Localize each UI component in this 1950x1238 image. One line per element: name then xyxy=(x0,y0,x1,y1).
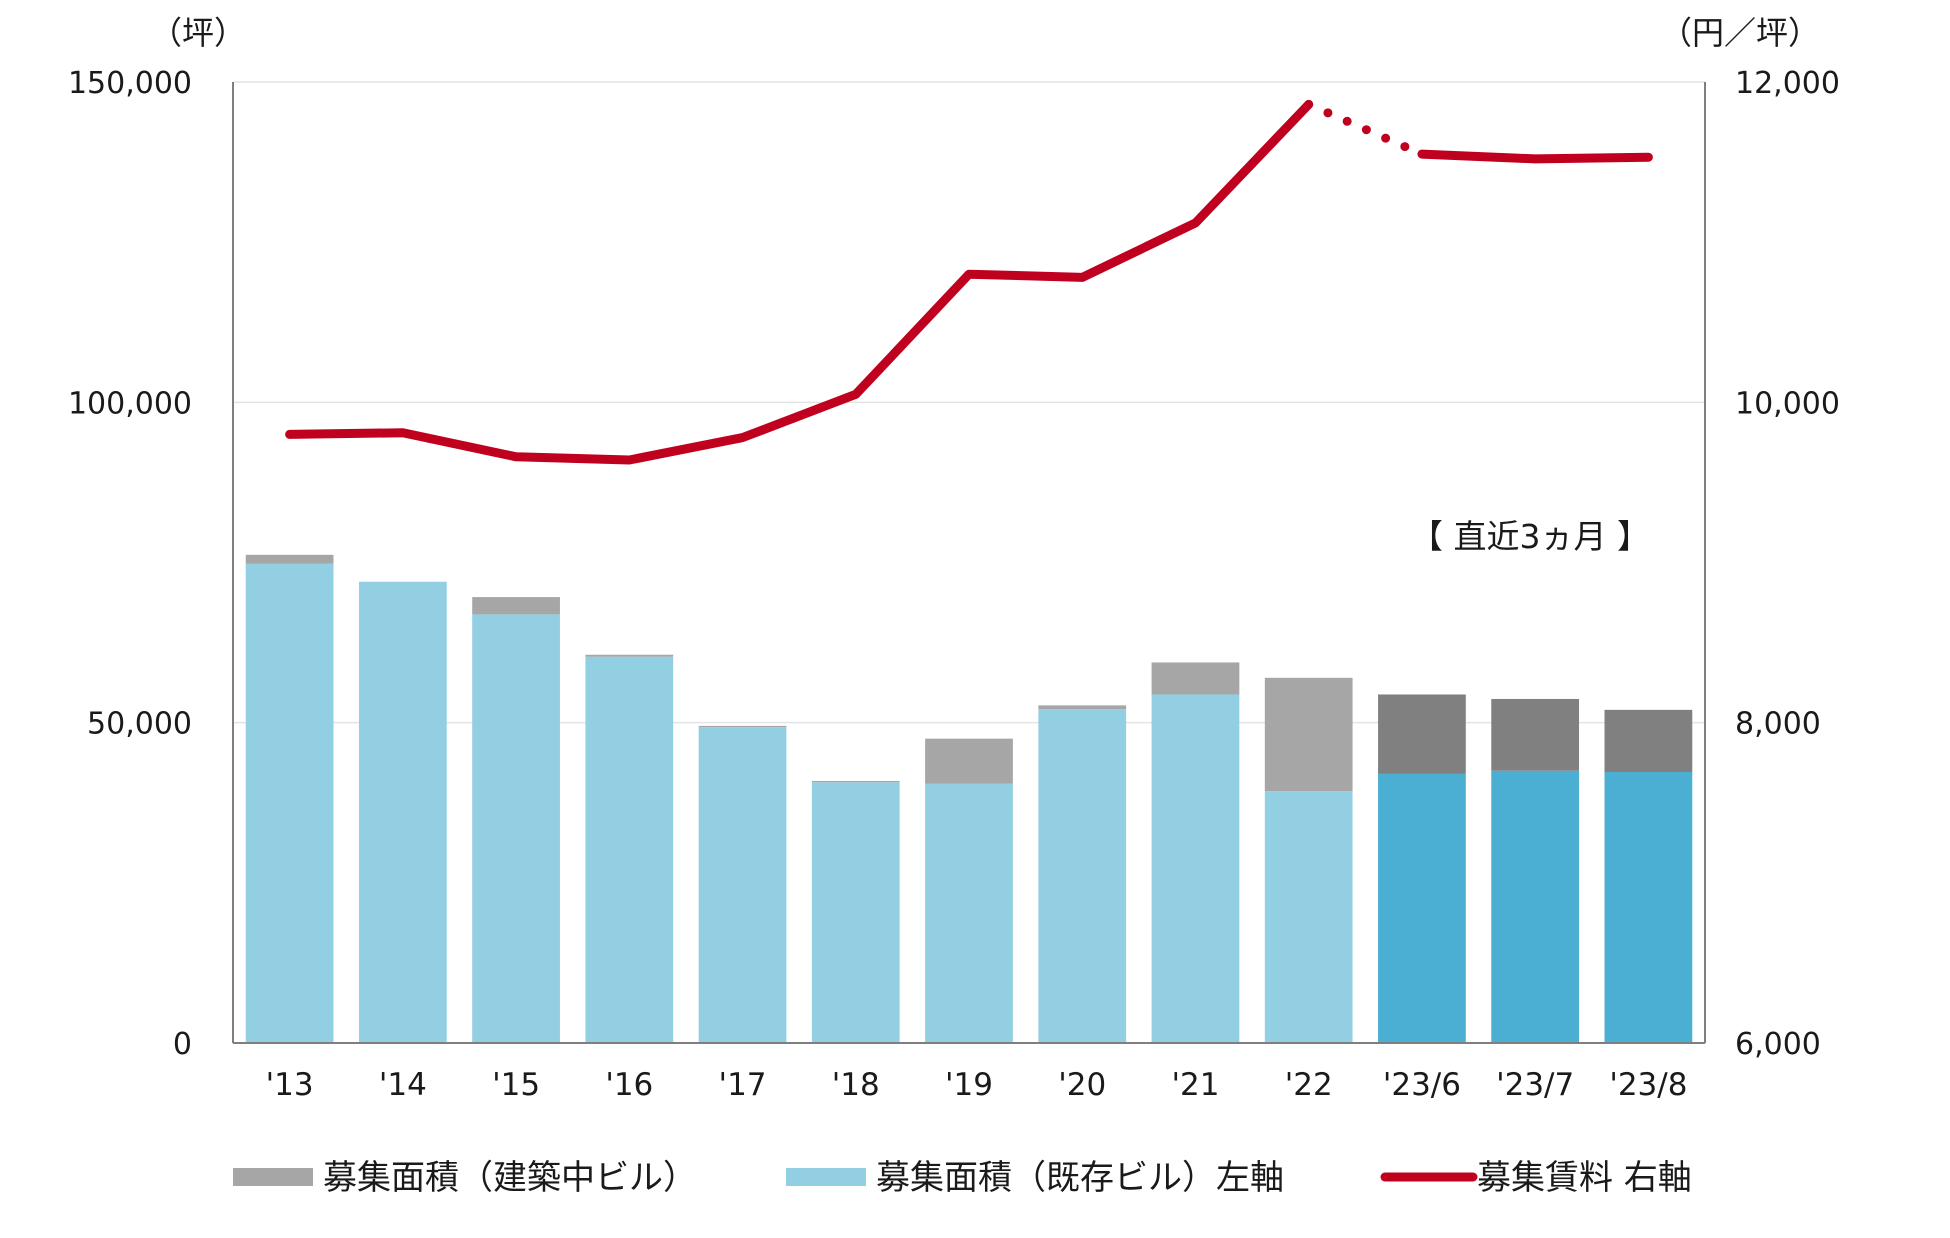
x-tick-label: '16 xyxy=(605,1067,653,1103)
right-tick-label: 10,000 xyxy=(1735,386,1840,421)
bar-existing xyxy=(925,783,1013,1043)
x-tick-label: '20 xyxy=(1058,1067,1106,1103)
left-tick-label: 150,000 xyxy=(68,66,192,101)
x-tick-label: '23/6 xyxy=(1383,1067,1461,1103)
x-tick-label: '13 xyxy=(266,1067,314,1103)
right-tick-label: 12,000 xyxy=(1735,66,1840,101)
bar-construction xyxy=(698,725,787,728)
bar-existing xyxy=(245,563,334,1043)
bar-construction xyxy=(1378,694,1466,774)
bar-existing xyxy=(698,727,787,1043)
x-tick-label: '18 xyxy=(832,1067,880,1103)
x-tick-label: '23/7 xyxy=(1496,1067,1574,1103)
bar-existing xyxy=(1151,694,1240,1043)
rent-line-dotted xyxy=(1304,99,1427,159)
bar-existing xyxy=(358,581,447,1043)
legend: 募集面積（建築中ビル） 募集面積（既存ビル）左軸 募集賃料 右軸 xyxy=(233,1158,1692,1198)
bar-existing xyxy=(472,614,560,1043)
bar-existing xyxy=(1491,770,1580,1043)
bar-existing xyxy=(1038,709,1127,1043)
legend-label: 募集賃料 右軸 xyxy=(1477,1158,1692,1198)
legend-swatch xyxy=(233,1168,313,1186)
x-tick-label: '23/8 xyxy=(1609,1067,1687,1103)
bar-construction xyxy=(585,654,674,657)
bar-construction xyxy=(925,738,1013,784)
labels: 0 50,000 100,000 150,000 6,000 8,000 10,000 12,… xyxy=(68,14,1840,1103)
x-tick-label: '15 xyxy=(492,1067,540,1103)
right-tick-label: 6,000 xyxy=(1735,1027,1821,1062)
bar-construction xyxy=(1604,709,1693,772)
grid-lines xyxy=(233,81,1705,724)
bar-construction xyxy=(811,780,900,783)
recent-3-months-annotation: 【 直近3ヵ月 】 xyxy=(1410,517,1650,556)
left-axis-unit: （坪） xyxy=(150,14,246,52)
bar-construction xyxy=(472,597,560,615)
bar-construction xyxy=(1038,705,1127,710)
bar-construction xyxy=(1491,698,1580,771)
rent-line-solid-recent xyxy=(1417,149,1653,164)
bar-existing xyxy=(585,656,674,1043)
left-tick-label: 50,000 xyxy=(87,707,192,742)
bar-construction xyxy=(1264,677,1353,792)
bar-existing xyxy=(1604,771,1693,1043)
axes xyxy=(232,82,1706,1044)
bar-existing xyxy=(1264,791,1353,1043)
rent-line xyxy=(285,99,1653,465)
rent-line-solid xyxy=(285,99,1314,465)
x-tick-label: '21 xyxy=(1171,1067,1219,1103)
right-tick-label: 8,000 xyxy=(1735,707,1821,742)
bars xyxy=(245,554,1693,1043)
left-tick-label: 0 xyxy=(173,1027,192,1062)
legend-swatch xyxy=(786,1168,866,1186)
bar-construction xyxy=(1151,662,1240,695)
x-tick-label: '19 xyxy=(945,1067,993,1103)
right-axis-unit: （円／坪） xyxy=(1660,14,1820,52)
x-tick-label: '14 xyxy=(379,1067,427,1103)
bar-construction xyxy=(245,554,334,564)
legend-label: 募集面積（既存ビル）左軸 xyxy=(876,1158,1284,1198)
legend-label: 募集面積（建築中ビル） xyxy=(323,1158,697,1198)
bar-existing xyxy=(811,782,900,1043)
x-tick-label: '22 xyxy=(1285,1067,1333,1103)
left-tick-label: 100,000 xyxy=(68,386,192,421)
x-tick-label: '17 xyxy=(719,1067,767,1103)
bar-existing xyxy=(1378,773,1466,1043)
